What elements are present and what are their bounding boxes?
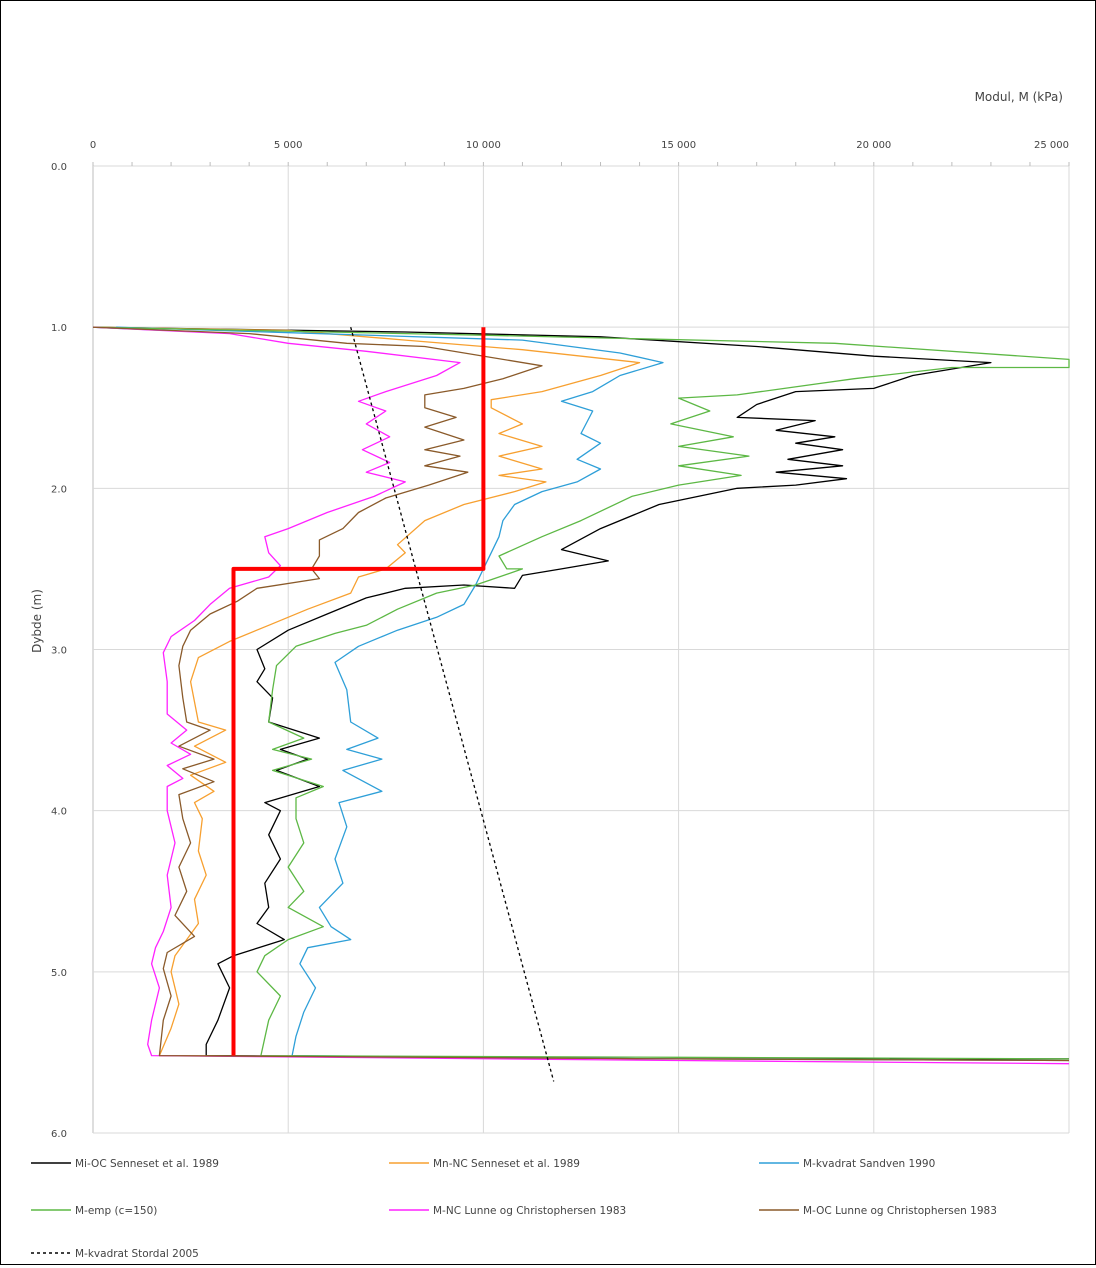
legend-label: M-OC Lunne og Christophersen 1983 [803,1205,997,1217]
y-tick-label: 0.0 [51,162,67,173]
y-tick-label: 2.0 [51,484,67,495]
series-line-4 [92,326,1070,1065]
series-lines [92,326,1070,1082]
series-line-1 [92,326,1070,1062]
series-line-7 [231,327,486,1056]
series-line-0 [92,326,1069,1060]
x-tick-label: 0 [90,140,96,151]
x-tick-label: 10 000 [466,140,501,151]
y-tick-label: 4.0 [51,807,67,818]
x-tick-label: 25 000 [1034,140,1069,151]
y-axis-title: Dybde (m) [30,589,44,653]
x-axis-title: Modul, M (kPa) [975,90,1063,104]
legend-label: M-kvadrat Sandven 1990 [803,1158,935,1170]
series-line-2 [92,326,1070,1062]
y-axis-ticks: 0.0 1.0 2.0 3.0 4.0 5.0 6.0 [51,162,67,1140]
y-tick-label: 5.0 [51,968,67,979]
legend: Mi-OC Senneset et al. 1989 Mn-NC Senneset… [31,1158,997,1260]
x-tick-label: 15 000 [661,140,696,151]
y-tick-label: 1.0 [51,323,67,334]
series-line-3 [92,326,1070,1060]
legend-label: M-NC Lunne og Christophersen 1983 [433,1205,626,1217]
series-line-5 [92,326,1070,1062]
x-tick-label: 20 000 [856,140,891,151]
y-tick-label: 3.0 [51,646,67,657]
legend-label: Mi-OC Senneset et al. 1989 [75,1158,219,1170]
series-line-6 [350,327,555,1082]
x-tick-label: 5 000 [274,140,303,151]
x-axis-ticks: 0 5 000 10 000 15 000 20 000 25 000 [90,140,1069,151]
y-tick-label: 6.0 [51,1129,67,1140]
legend-label: M-emp (c=150) [75,1205,157,1217]
gridlines [92,162,1070,1134]
legend-label: Mn-NC Senneset et al. 1989 [433,1158,580,1170]
legend-label: M-kvadrat Stordal 2005 [75,1248,199,1260]
